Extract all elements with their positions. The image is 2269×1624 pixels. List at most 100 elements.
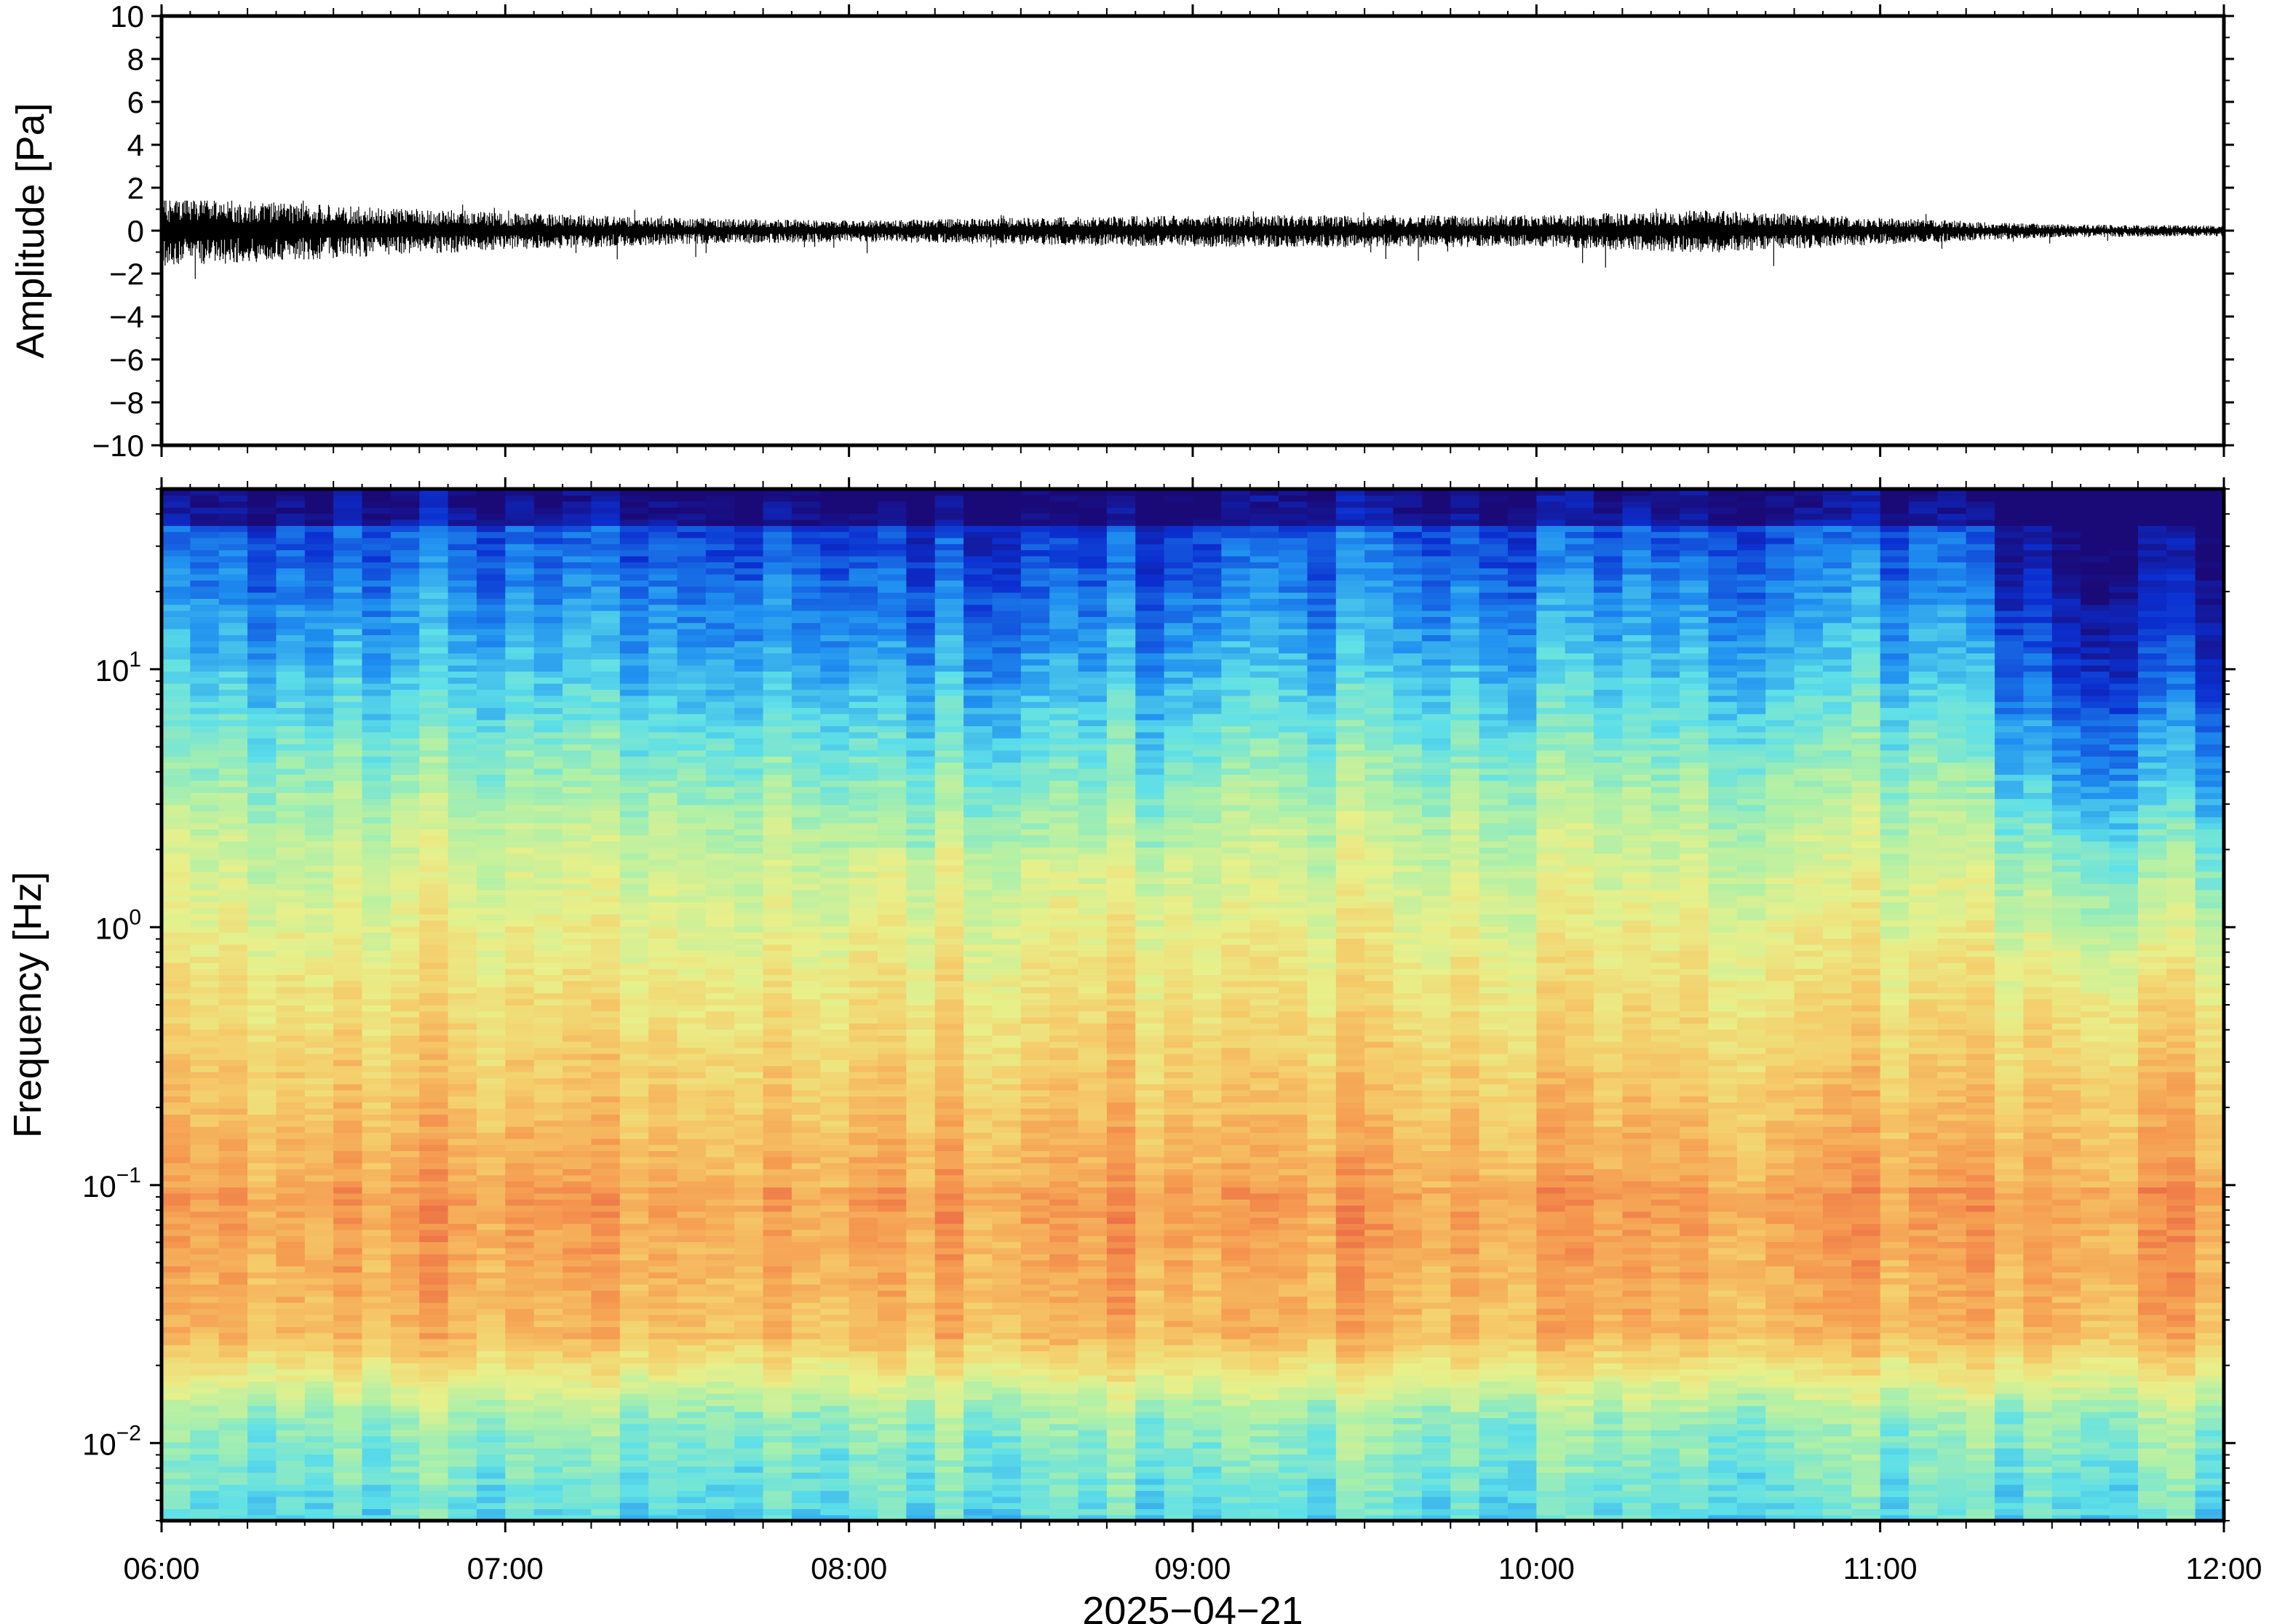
spectrogram-cell [304, 792, 334, 800]
spectrogram-cell [362, 1229, 392, 1236]
spectrogram-cell [390, 1132, 421, 1139]
spectrogram-cell [820, 1283, 850, 1291]
spectrogram-cell [304, 1363, 334, 1370]
spectrogram-cell [934, 519, 964, 526]
spectrogram-cell [419, 1320, 449, 1327]
spectrogram-cell [791, 1138, 822, 1145]
spectrogram-cell [304, 598, 334, 605]
spectrogram-cell [677, 926, 707, 933]
spectrogram-cell [619, 1302, 649, 1309]
spectrogram-cell [619, 1174, 649, 1182]
spectrogram-cell [705, 895, 736, 902]
spectrogram-cell [791, 489, 822, 496]
spectrogram-cell [304, 507, 334, 514]
spectrogram-cell [390, 792, 421, 800]
spectrogram-cell [533, 682, 563, 690]
spectrogram-cell [734, 1144, 764, 1151]
spectrogram-cell [906, 1102, 936, 1109]
spectrogram-cell [476, 1174, 506, 1182]
spectrogram-cell [820, 725, 850, 733]
spectrogram-cell [533, 1326, 563, 1334]
spectrogram-cell [505, 1417, 535, 1425]
spectrogram-cell [419, 1508, 449, 1516]
spectrogram-cell [734, 610, 764, 617]
spectrogram-cell [677, 664, 707, 672]
spectrogram-cell [448, 1187, 477, 1194]
spectrogram-cell [533, 931, 563, 939]
spectrogram-cell [763, 931, 792, 939]
spectrogram-cell [734, 749, 764, 757]
spectrogram-cell [162, 1302, 191, 1309]
spectrogram-cell [333, 1235, 363, 1243]
spectrogram-cell [648, 1096, 678, 1103]
spectrogram-cell [218, 544, 248, 551]
spectrogram-cell [304, 1223, 334, 1230]
spectrogram-cell [677, 628, 707, 635]
spectrogram-cell [448, 1447, 477, 1455]
spectrogram-cell [705, 737, 736, 745]
spectrogram-cell [276, 840, 306, 848]
spectrogram-cell [476, 1053, 506, 1060]
spectrogram-cell [763, 707, 792, 715]
spectrogram-cell [648, 1272, 678, 1279]
spectrogram-cell [849, 1465, 878, 1473]
spectrogram-cell [934, 907, 964, 915]
spectrogram-cell [390, 749, 421, 757]
spectrogram-cell [533, 1253, 563, 1261]
spectrogram-cell [878, 1436, 907, 1443]
spectrogram-cell [934, 1035, 964, 1042]
spectrogram-cell [906, 1399, 936, 1406]
spectrogram-cell [563, 586, 592, 593]
spectrogram-cell [362, 489, 392, 496]
spectrogram-cell [563, 944, 592, 951]
spectrogram-cell [218, 507, 248, 514]
spectrogram-cell [619, 1156, 649, 1163]
spectrogram-cell [218, 495, 248, 502]
spectrogram-cell [162, 768, 191, 775]
spectrogram-cell [333, 865, 363, 872]
spectrogram-cell [734, 1429, 764, 1437]
spectrogram-cell [677, 883, 707, 891]
spectrogram-cell [677, 1399, 707, 1406]
spectrogram-cell [304, 816, 334, 824]
spectrogram-cell [390, 1253, 421, 1261]
spectrogram-cell [448, 774, 477, 781]
spectrogram-cell [162, 634, 191, 642]
spectrogram-cell [820, 653, 850, 660]
spectrogram-cell [619, 931, 649, 939]
spectrogram-cell [648, 1083, 678, 1091]
spectrogram-cell [390, 877, 421, 884]
spectrogram-cell [619, 1514, 649, 1521]
spectrogram-cell [247, 1023, 277, 1030]
spectrogram-cell [448, 956, 477, 963]
spectrogram-cell [247, 1078, 277, 1085]
spectrogram-cell [419, 1217, 449, 1225]
spectrogram-cell [763, 568, 792, 575]
spectrogram-cell [763, 792, 792, 800]
spectrogram-cell [218, 1211, 248, 1218]
spectrogram-cell [533, 713, 563, 720]
spectrogram-cell [878, 1290, 907, 1297]
spectrogram-cell [763, 1478, 792, 1485]
spectrogram-cell [878, 1169, 907, 1176]
spectrogram-cell [390, 701, 421, 709]
spectrogram-cell [333, 1478, 363, 1485]
spectrogram-cell [705, 1326, 736, 1334]
spectrogram-cell [448, 1326, 477, 1334]
spectrogram-cell [505, 1387, 535, 1394]
spectrogram-cell [677, 1502, 707, 1510]
spectrogram-cell [476, 653, 506, 660]
spectrogram-cell [276, 695, 306, 702]
spectrogram-cell [190, 646, 220, 654]
spectrogram-cell [591, 926, 621, 933]
spectrogram-cell [849, 1278, 878, 1285]
spectrogram-cell [878, 1302, 907, 1309]
spectrogram-cell [563, 1083, 592, 1091]
spectrogram-cell [190, 658, 220, 666]
spectrogram-cell [390, 616, 421, 624]
spectrogram-cell [648, 1465, 678, 1473]
spectrogram-cell [648, 1363, 678, 1370]
spectrogram-cell [763, 1102, 792, 1109]
spectrogram-cell [934, 1193, 964, 1200]
spectrogram-cell [563, 749, 592, 757]
